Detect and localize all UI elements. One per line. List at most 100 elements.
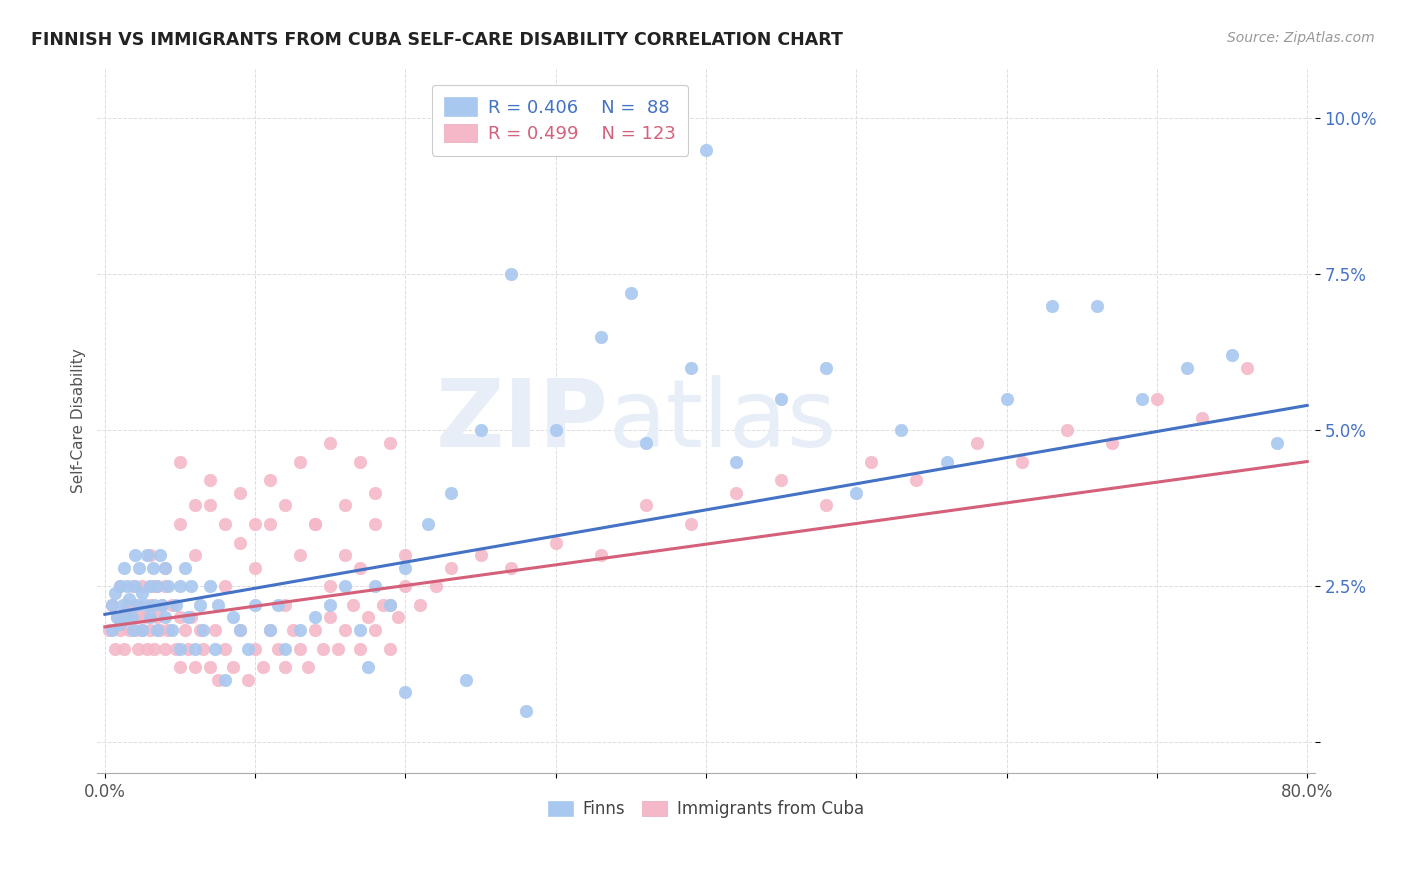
Point [131,623,153,637]
Point [515,704,537,718]
Point [142,560,165,574]
Point [173,560,195,574]
Point [169,660,191,674]
Point [198,498,221,512]
Point [416,516,439,531]
Point [1236,361,1258,376]
Point [1175,361,1198,376]
Text: atlas: atlas [609,375,837,467]
Point [274,498,297,512]
Point [124,623,146,637]
Point [173,623,195,637]
Point [890,423,912,437]
Point [150,598,173,612]
Point [1265,435,1288,450]
Point [845,485,868,500]
Point [117,610,139,624]
Point [105,610,128,624]
Point [364,485,387,500]
Point [349,454,371,468]
Point [319,435,342,450]
Point [243,598,266,612]
Point [357,660,380,674]
Point [1101,435,1123,450]
Point [124,548,146,562]
Point [169,641,191,656]
Point [394,560,416,574]
Point [229,623,252,637]
Point [128,610,150,624]
Point [108,616,131,631]
Point [342,598,364,612]
Point [139,623,162,637]
Point [221,660,243,674]
Point [153,560,176,574]
Point [1146,392,1168,406]
Point [117,579,139,593]
Point [153,610,176,624]
Point [143,598,166,612]
Point [259,623,281,637]
Point [214,516,236,531]
Point [380,598,402,612]
Point [136,641,159,656]
Point [169,610,191,624]
Point [117,598,139,612]
Point [935,454,957,468]
Point [169,579,191,593]
Point [207,673,229,687]
Point [156,623,179,637]
Point [191,641,214,656]
Point [150,598,173,612]
Point [1011,454,1033,468]
Point [252,660,274,674]
Point [335,579,357,593]
Point [221,610,243,624]
Point [319,598,342,612]
Point [131,579,153,593]
Point [204,641,226,656]
Point [198,660,221,674]
Point [122,579,145,593]
Point [188,623,211,637]
Point [290,548,312,562]
Point [153,579,176,593]
Point [725,485,748,500]
Point [243,560,266,574]
Point [128,560,150,574]
Point [108,579,131,593]
Point [243,641,266,656]
Point [387,610,409,624]
Point [589,548,612,562]
Point [124,598,146,612]
Point [409,598,432,612]
Point [198,473,221,487]
Point [679,516,702,531]
Point [118,623,141,637]
Point [127,641,149,656]
Point [499,560,522,574]
Point [121,610,143,624]
Point [544,423,567,437]
Point [364,623,387,637]
Point [98,623,121,637]
Point [176,610,198,624]
Point [319,610,342,624]
Point [1085,299,1108,313]
Point [207,598,229,612]
Point [111,598,134,612]
Point [544,535,567,549]
Point [995,392,1018,406]
Text: Source: ZipAtlas.com: Source: ZipAtlas.com [1227,31,1375,45]
Point [127,598,149,612]
Point [364,516,387,531]
Point [149,623,172,637]
Point [124,579,146,593]
Point [274,660,297,674]
Point [104,641,127,656]
Point [112,560,135,574]
Point [180,610,202,624]
Point [634,435,657,450]
Point [267,598,290,612]
Point [236,673,259,687]
